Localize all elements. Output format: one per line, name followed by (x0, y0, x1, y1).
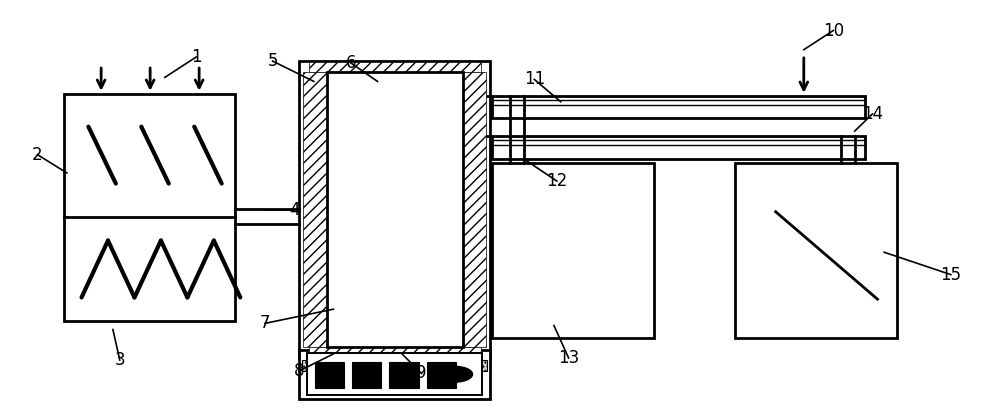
Bar (492, 136, 865, 159)
Bar (299, 61, 490, 358)
Text: 10: 10 (823, 22, 844, 39)
Bar (492, 95, 865, 118)
Text: 14: 14 (862, 105, 883, 123)
Text: 8: 8 (294, 362, 304, 380)
Bar (309, 62, 481, 73)
Text: 11: 11 (524, 71, 545, 88)
Bar (327, 73, 463, 347)
Bar (492, 163, 654, 338)
Bar (735, 163, 897, 338)
Bar (299, 350, 490, 399)
Bar (389, 362, 419, 388)
Text: 13: 13 (558, 349, 579, 367)
Bar (315, 362, 344, 388)
Bar (303, 73, 327, 347)
Bar (463, 73, 486, 347)
Text: 5: 5 (267, 52, 278, 70)
Bar (352, 362, 381, 388)
Bar (309, 347, 481, 357)
Text: 7: 7 (260, 315, 270, 332)
Text: 3: 3 (114, 351, 125, 369)
Bar (426, 362, 456, 388)
Text: 6: 6 (346, 54, 356, 72)
Text: 2: 2 (32, 146, 43, 164)
Circle shape (433, 366, 473, 382)
Text: 15: 15 (940, 266, 961, 283)
Bar (302, 360, 487, 371)
Text: 12: 12 (546, 172, 567, 190)
Text: 4: 4 (289, 200, 299, 219)
Bar (307, 353, 482, 395)
Text: 9: 9 (416, 364, 427, 383)
Bar (64, 94, 235, 321)
Text: 1: 1 (191, 48, 202, 66)
